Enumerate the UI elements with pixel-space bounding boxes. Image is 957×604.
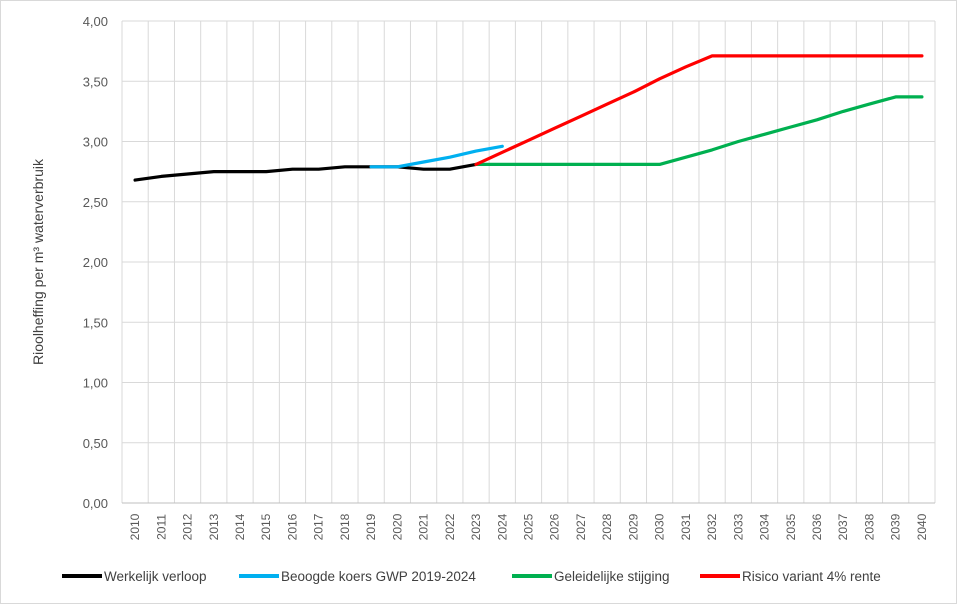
- legend-label-1: Werkelijk verloop: [104, 569, 207, 584]
- x-tick-label: 2023: [469, 513, 483, 540]
- legend-label-4: Risico variant 4% rente: [742, 569, 881, 584]
- y-tick-label: 2,50: [83, 195, 108, 210]
- x-tick-label: 2040: [915, 513, 929, 540]
- x-tick-label: 2032: [705, 513, 719, 540]
- x-tick-label: 2038: [862, 513, 876, 540]
- x-tick-label: 2014: [233, 513, 247, 540]
- series-line-3: [474, 95, 924, 166]
- legend-label-3: Geleidelijke stijging: [554, 569, 670, 584]
- x-tick-label: 2035: [784, 513, 798, 540]
- x-tick-label: 2030: [653, 513, 667, 540]
- x-tick-label: 2020: [390, 513, 404, 540]
- x-tick-label: 2037: [836, 513, 850, 540]
- x-tick-label: 2015: [259, 513, 273, 540]
- x-tick-label: 2027: [574, 513, 588, 540]
- legend-label-2: Beoogde koers GWP 2019-2024: [281, 569, 476, 584]
- y-tick-label: 3,00: [83, 135, 108, 150]
- x-tick-label: 2029: [626, 513, 640, 540]
- series-line-4: [474, 54, 924, 166]
- series-line-1: [133, 162, 478, 182]
- x-tick-label: 2017: [312, 513, 326, 540]
- x-tick-label: 2026: [548, 513, 562, 540]
- x-tick-label: 2028: [600, 513, 614, 540]
- y-tick-label: 0,50: [83, 436, 108, 451]
- y-tick-label: 3,50: [83, 74, 108, 89]
- x-tick-label: 2031: [679, 513, 693, 540]
- x-tick-label: 2025: [522, 513, 536, 540]
- x-tick-label: 2012: [181, 513, 195, 540]
- x-tick-label: 2013: [207, 513, 221, 540]
- x-tick-label: 2019: [364, 513, 378, 540]
- x-tick-label: 2011: [154, 514, 168, 540]
- x-tick-label: 2036: [810, 513, 824, 540]
- x-tick-label: 2033: [731, 513, 745, 540]
- x-tick-label: 2016: [285, 513, 299, 540]
- x-tick-label: 2034: [758, 513, 772, 540]
- y-tick-label: 1,00: [83, 376, 108, 391]
- y-tick-label: 0,00: [83, 496, 108, 511]
- series-line-2: [369, 144, 504, 169]
- y-axis-title: Rioolheffing per m³ waterverbruik: [30, 158, 46, 365]
- horizontal-gridlines: [122, 20, 935, 504]
- series-lines: [133, 54, 924, 182]
- x-tick-label: 2024: [495, 513, 509, 540]
- y-axis-ticks: 0,00 0,50 1,00 1,50 2,00 2,50 3,00 3,50 4,00: [83, 14, 108, 511]
- y-tick-label: 2,00: [83, 255, 108, 270]
- legend: Werkelijk verloop Beoogde koers GWP 2019-…: [62, 569, 881, 584]
- x-axis-ticks: 2010 2011 2012 2013 2014 2015 2016 2017 2018 2019…: [128, 513, 929, 540]
- x-tick-label: 2010: [128, 513, 142, 540]
- y-tick-label: 4,00: [83, 14, 108, 29]
- x-tick-label: 2039: [889, 513, 903, 540]
- x-tick-label: 2021: [417, 513, 431, 540]
- y-tick-label: 1,50: [83, 315, 108, 330]
- x-tick-label: 2018: [338, 513, 352, 540]
- x-tick-label: 2022: [443, 513, 457, 540]
